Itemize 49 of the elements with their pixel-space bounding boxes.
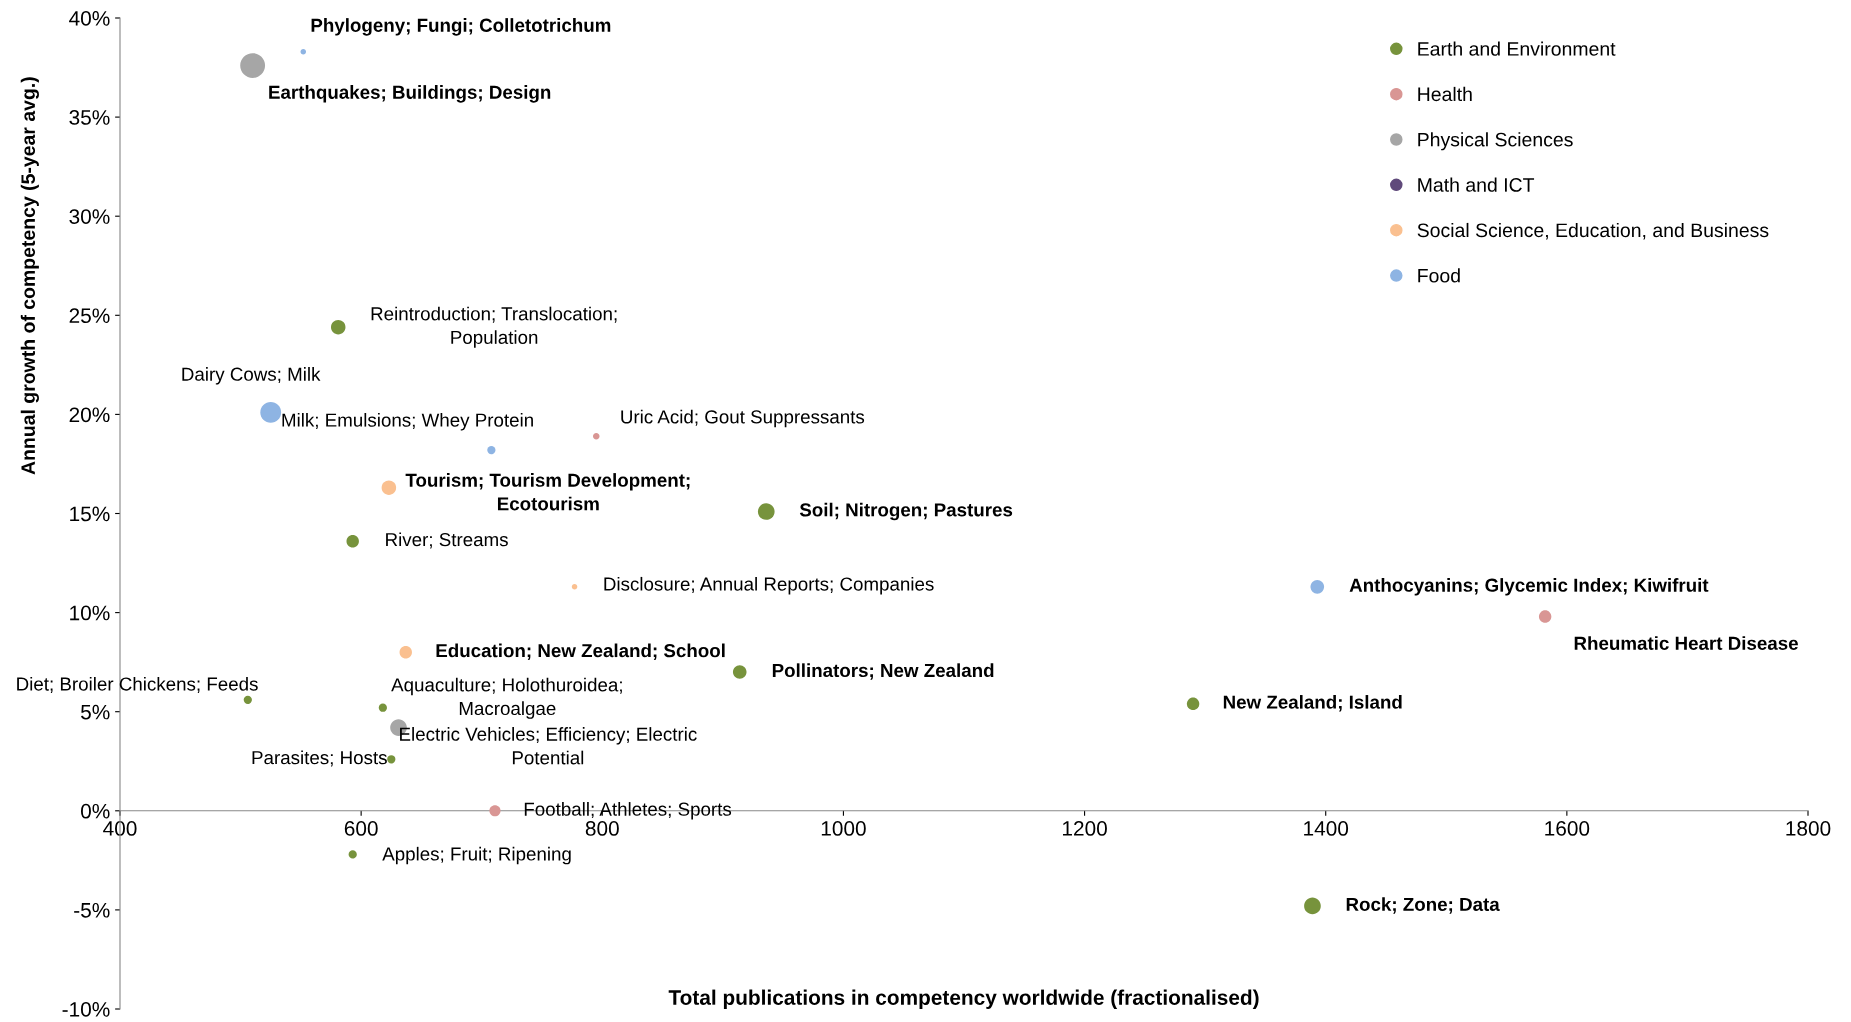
annotation: Apples; Fruit; Ripening (382, 846, 571, 865)
annotation: Rheumatic Heart Disease (1574, 636, 1798, 650)
annotation: Reintroduction; Translocation; Population (371, 306, 617, 348)
annotation: Diet; Broiler Chickens; Feeds (17, 676, 258, 693)
legend-label: Math and ICT (1418, 177, 1535, 192)
y-tick-label: 5% (81, 704, 110, 720)
legend-label: Earth and Environment (1418, 41, 1616, 56)
y-tick-label: 10% (70, 605, 110, 621)
x-tick-label: 1400 (1304, 821, 1349, 836)
y-tick-label: 0% (80, 803, 110, 819)
annotation: Phylogeny; Fungi; Colletotrichum (311, 18, 611, 36)
annotation: Pollinators; New Zealand (772, 663, 994, 680)
annotation: Earthquakes; Buildings; Design (269, 85, 551, 103)
annotation: Parasites; Hosts (252, 750, 387, 767)
x-tick-label: 1800 (1786, 821, 1831, 836)
annotation: Tourism; Tourism Development; Ecotourism (405, 473, 690, 511)
annotation: River; Streams (386, 532, 508, 549)
y-tick-label: -10% (62, 1002, 110, 1017)
annotation: Rock; Zone; Data (1346, 897, 1500, 914)
y-tick-label: 35% (69, 110, 110, 125)
legend-label: Food (1418, 268, 1460, 283)
x-tick-label: 800 (585, 821, 619, 836)
x-tick-label: 400 (103, 821, 137, 836)
annotation: Football; Athletes; Sports (524, 802, 732, 820)
y-tick-label: 20% (69, 407, 110, 423)
legend-label: Social Science, Education, and Business (1417, 222, 1769, 240)
annotation: Anthocyanins; Glycemic Index; Kiwifruit (1349, 578, 1709, 596)
legend-label: Physical Sciences (1418, 132, 1573, 151)
y-tick-label: 30% (69, 209, 110, 224)
annotation: Education; New Zealand; School (436, 643, 725, 660)
annotation: Disclosure; Annual Reports; Companies (604, 576, 934, 595)
x-tick-label: 1200 (1062, 821, 1107, 836)
x-tick-label: 600 (344, 821, 378, 836)
annotation: Soil; Nitrogen; Pastures (799, 502, 1013, 521)
annotation: Uric Acid; Gout Suppressants (621, 409, 865, 428)
y-tick-label: 25% (69, 308, 110, 324)
annotation: Milk; Emulsions; Whey Protein (282, 413, 533, 431)
annotation: Electric Vehicles; Efficiency; Electric Potential (400, 727, 697, 765)
y-tick-label: 15% (70, 506, 110, 522)
y-tick-label: -5% (74, 902, 110, 918)
annotation: Aquaculture; Holothuroidea; Macroalgae (391, 677, 622, 719)
y-axis-title: Annual growth of competency (5-year avg.) (20, 77, 39, 475)
legend-label: Health (1418, 86, 1472, 102)
x-tick-label: 1600 (1545, 821, 1590, 836)
x-tick-label: 1000 (821, 821, 866, 836)
annotation: New Zealand; Island (1223, 695, 1402, 712)
x-axis-title: Total publications in competency worldwide (fractionalised) (668, 989, 1259, 1009)
annotation: Dairy Cows; Milk (182, 367, 321, 385)
y-tick-label: 40% (69, 11, 110, 26)
